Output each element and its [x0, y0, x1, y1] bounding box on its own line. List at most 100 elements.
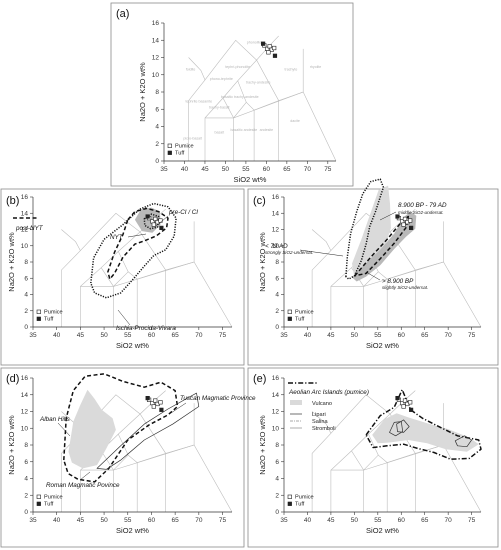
tuff-point: [395, 395, 400, 401]
tuff-point: [395, 214, 400, 219]
tas-boundary-line: [165, 403, 195, 454]
leader-c-middle: [379, 211, 397, 221]
leader-alban-hills: [57, 422, 71, 437]
x-tick-label: 50: [222, 166, 230, 173]
legend-salina-label: Salina: [312, 419, 328, 425]
x-tick-label: 45: [327, 332, 335, 339]
y-tick-label: 4: [155, 124, 159, 131]
panel-c: (c) 35 40 45 50 55 60 65 70 75 0 2 4 6 8 10 12 14 16 SiO2 w…: [253, 178, 482, 350]
panel-a: (a) trachyte phonolite tephri-phonolite trac…: [116, 8, 337, 184]
y-tick-label: 12: [152, 55, 160, 62]
tuff-point: [159, 225, 164, 230]
x-tick-label: 50: [351, 517, 359, 524]
x-tick-label: 75: [468, 332, 476, 339]
panel-label: (e): [253, 373, 266, 385]
legend-pumice-marker: [167, 143, 172, 148]
tas-field-label: andesite: [260, 128, 274, 132]
tas-boundary-line: [351, 450, 364, 471]
y-tick-label: 10: [21, 425, 29, 432]
x-tick-label: 65: [283, 166, 291, 173]
legend-tuff-label: Tuff: [175, 151, 185, 157]
pumice-point: [401, 222, 406, 227]
y-axis-label: Na2O + K2O wt%: [258, 232, 267, 292]
series-field-nyt: [143, 213, 160, 230]
panel-b-frame: [0, 188, 245, 366]
tas-boundary-line: [311, 394, 416, 512]
series-field-stromboli: [389, 421, 404, 437]
x-tick-label: 60: [398, 332, 406, 339]
tuff-point: [145, 395, 150, 401]
tas-boundary-line: [311, 229, 332, 251]
pumice-point: [158, 400, 163, 405]
x-tick-label: 55: [374, 332, 382, 339]
pumice-point: [272, 45, 277, 51]
series-field-tuscan-magmatic-province: [96, 392, 200, 470]
x-tick-label: 60: [263, 166, 271, 173]
series-field-roman-magmatic-povince: [63, 373, 179, 483]
x-tick-label: 75: [219, 517, 227, 524]
y-tick-label: 12: [21, 409, 29, 416]
legend-tuff-marker: [167, 150, 172, 155]
pumice-point: [408, 400, 413, 405]
x-tick-label: 45: [327, 517, 335, 524]
y-tick-label: 6: [24, 459, 28, 466]
pumice-point: [402, 216, 408, 222]
tas-boundary-line: [113, 271, 138, 327]
leader-tuscan: [170, 402, 187, 414]
y-tick-label: 4: [275, 476, 279, 483]
y-tick-label: 14: [272, 210, 280, 217]
legend-pumice-marker: [36, 309, 41, 314]
y-tick-label: 0: [24, 509, 28, 516]
tas-boundary-line: [113, 454, 138, 512]
legend-tuff-marker: [287, 316, 292, 321]
x-tick-label: 35: [29, 517, 37, 524]
panel-e-frame: [247, 367, 499, 548]
y-tick-label: 2: [24, 492, 28, 499]
tas-boundary-line: [100, 267, 114, 287]
y-tick-label: 12: [21, 227, 29, 234]
x-tick-label: 45: [77, 517, 85, 524]
tas-boundary-line: [311, 212, 416, 327]
y-axis-label: Na2O + K2O wt%: [7, 415, 16, 475]
annot-c-middle: 8.900 BP - 79 AD: [398, 202, 447, 209]
y-tick-label: 10: [152, 72, 160, 79]
pumice-point: [151, 222, 156, 227]
y-tick-label: 2: [275, 492, 279, 499]
y-tick-label: 4: [24, 476, 28, 483]
tas-field-label: dacite: [290, 119, 300, 123]
y-axis-label: Na2O + K2O wt%: [7, 232, 16, 292]
annot-c-slight-sub: slightly SiO2-undersat.: [382, 285, 428, 290]
x-tick-label: 45: [201, 166, 209, 173]
leader-nyt: [127, 233, 147, 238]
leader-pre-ci: [155, 215, 169, 227]
y-tick-label: 8: [275, 259, 279, 266]
pumice-point: [402, 398, 408, 403]
y-tick-label: 8: [155, 89, 159, 96]
tas-boundary-line: [363, 454, 388, 512]
panel-label: (b): [6, 195, 19, 207]
series-field-lipari: [454, 435, 472, 448]
legend-tuff-label: Tuff: [44, 317, 54, 323]
y-tick-label: 2: [24, 308, 28, 315]
legend-pumice-marker: [287, 494, 292, 499]
y-tick-label: 14: [152, 37, 160, 44]
legend-pumice-label: Pumice: [295, 495, 314, 501]
pumice-point: [408, 218, 413, 223]
legend-stromboli-label: Stromboli: [312, 426, 336, 432]
y-tick-label: 0: [24, 324, 28, 331]
tuff-point: [261, 41, 266, 46]
annot-ischia: Ischia-Procida-Vivara: [116, 325, 176, 332]
legend-tuff-label: Tuff: [295, 317, 305, 323]
tas-boundary-line: [61, 229, 81, 251]
legend-pumice-label: Pumice: [44, 310, 63, 316]
tas-field-label: tephri-phonolite: [225, 65, 250, 69]
tas-boundary-line: [118, 433, 129, 456]
y-axis-label: Na2O + K2O wt%: [138, 62, 147, 122]
tas-field-label: rhyolite: [310, 65, 322, 69]
y-tick-label: 12: [272, 227, 280, 234]
pumice-point: [266, 50, 271, 55]
legend-post-nyt-label: post-NYT: [15, 225, 44, 232]
y-tick-label: 14: [272, 392, 280, 399]
leader-c-strong: [299, 249, 344, 257]
